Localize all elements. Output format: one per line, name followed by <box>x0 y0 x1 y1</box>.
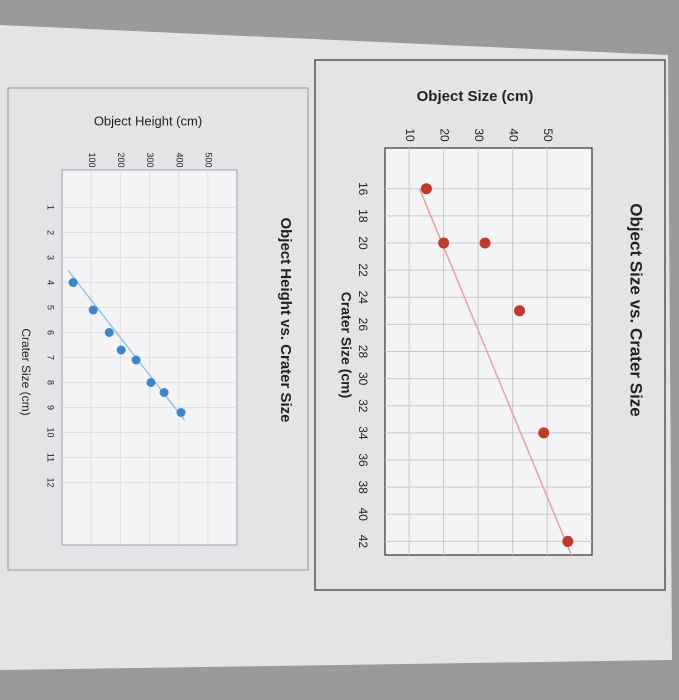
data-point <box>88 305 98 315</box>
x-tick-label: 16 <box>356 182 370 196</box>
x-tick-label: 28 <box>356 345 370 359</box>
data-point <box>176 408 186 417</box>
data-point <box>104 328 114 337</box>
y-tick-label: 200 <box>116 152 126 167</box>
y-tick-label: 30 <box>472 128 486 142</box>
y-tick-label: 10 <box>403 128 417 142</box>
x-tick-label: 9 <box>46 405 56 410</box>
data-point <box>538 427 550 439</box>
data-point <box>514 305 526 317</box>
y-tick-label: 400 <box>174 152 184 167</box>
x-tick-label: 22 <box>356 263 370 277</box>
x-tick-label: 3 <box>46 255 56 260</box>
x-tick-label: 4 <box>46 280 56 285</box>
data-point <box>131 355 141 365</box>
y-tick-label: 20 <box>437 128 451 142</box>
y-tick-label: 50 <box>541 128 555 142</box>
x-tick-label: 2 <box>46 230 56 235</box>
x-tick-label: 32 <box>356 399 370 413</box>
x-tick-label: 7 <box>46 355 56 360</box>
x-tick-label: 11 <box>46 453 56 462</box>
data-point <box>479 237 491 249</box>
x-axis-label: Crater Size (cm) <box>19 328 33 415</box>
x-tick-label: 38 <box>356 480 370 494</box>
x-tick-label: 30 <box>356 372 370 386</box>
x-tick-label: 18 <box>356 209 370 223</box>
data-point <box>159 388 169 397</box>
chart-panel <box>7 87 309 571</box>
chart-title: Object Size vs. Crater Size <box>627 203 646 417</box>
x-tick-label: 12 <box>46 477 56 487</box>
data-point <box>562 535 574 547</box>
data-point <box>68 278 78 287</box>
x-tick-label: 6 <box>46 330 56 335</box>
x-tick-label: 20 <box>356 236 370 250</box>
y-tick-label: 300 <box>145 152 155 167</box>
x-tick-label: 26 <box>356 318 370 332</box>
data-point <box>116 345 126 355</box>
y-tick-label: 40 <box>506 128 520 142</box>
x-tick-label: 8 <box>46 380 56 385</box>
x-axis-label: Crater Size (cm) <box>338 292 354 399</box>
chart-panel <box>314 59 666 591</box>
y-axis-label: Object Height (cm) <box>94 113 202 128</box>
x-tick-label: 36 <box>356 453 370 467</box>
data-point <box>146 378 156 387</box>
y-axis-label: Object Size (cm) <box>417 88 534 105</box>
x-tick-label: 24 <box>356 291 370 305</box>
x-tick-label: 5 <box>46 305 56 310</box>
x-tick-label: 40 <box>356 508 370 522</box>
x-tick-label: 42 <box>356 535 370 549</box>
chart-title: Object Height vs. Crater Size <box>277 217 294 422</box>
y-tick-label: 500 <box>203 152 213 167</box>
trend-line <box>418 188 572 556</box>
y-tick-label: 100 <box>87 152 97 167</box>
x-tick-label: 10 <box>46 427 56 437</box>
data-point <box>420 183 432 195</box>
data-point <box>438 237 450 249</box>
x-tick-label: 34 <box>356 426 370 440</box>
x-tick-label: 1 <box>46 205 56 210</box>
